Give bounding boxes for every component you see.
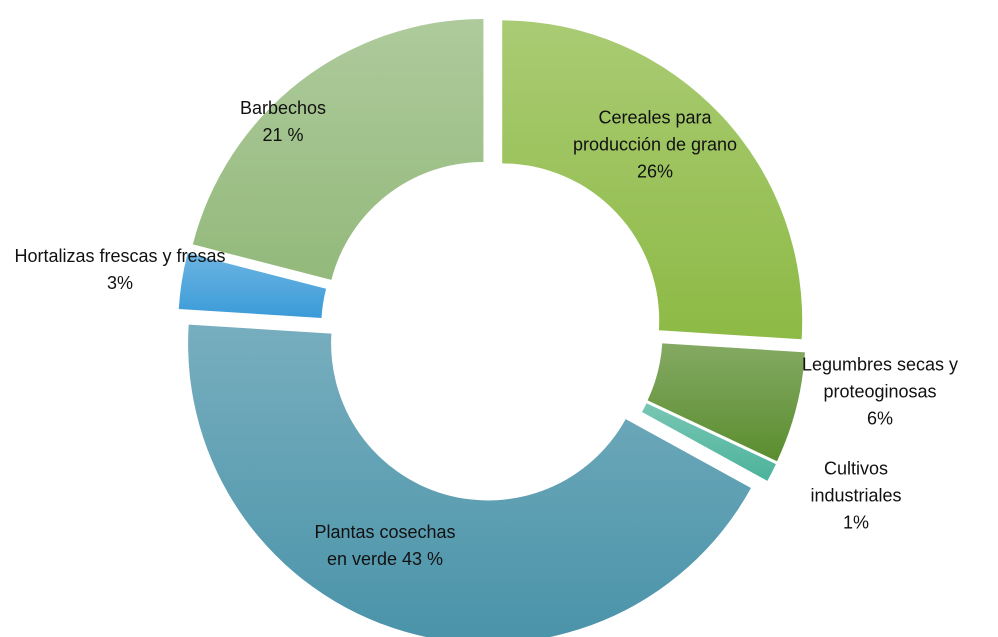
- slice-label: Barbechos 21 %: [223, 95, 343, 149]
- slice-label: Cereales para producción de grano 26%: [568, 105, 743, 186]
- category-label: Cereales para producción de grano: [572, 107, 738, 155]
- slice-label: Hortalizas frescas y fresas 3%: [3, 243, 238, 297]
- slice-label: Legumbres secas y proteoginosas 6%: [785, 352, 975, 433]
- category-label: Cultivos industriales: [810, 458, 902, 506]
- value-label: 3%: [106, 273, 133, 293]
- value-label: 1%: [842, 512, 869, 533]
- donut-slice: [647, 343, 805, 462]
- donut-slice: [178, 253, 327, 318]
- category-label: Hortalizas frescas y fresas: [14, 246, 226, 266]
- value-label: 6%: [866, 408, 893, 429]
- category-label: Barbechos: [239, 98, 327, 118]
- value-label: 43 %: [402, 549, 444, 569]
- value-label: 26%: [636, 161, 674, 182]
- donut-slice: [502, 20, 803, 340]
- slice-label: Cultivos industriales 1%: [781, 456, 931, 537]
- category-label: Legumbres secas y proteoginosas: [801, 354, 959, 402]
- category-label: Plantas cosechas en verde: [314, 522, 456, 569]
- slice-label: Plantas cosechas en verde 43 %: [310, 519, 460, 573]
- donut-slice: [192, 18, 484, 280]
- value-label: 21 %: [262, 125, 304, 145]
- donut-slice: [642, 403, 776, 481]
- donut-slice: [188, 324, 751, 637]
